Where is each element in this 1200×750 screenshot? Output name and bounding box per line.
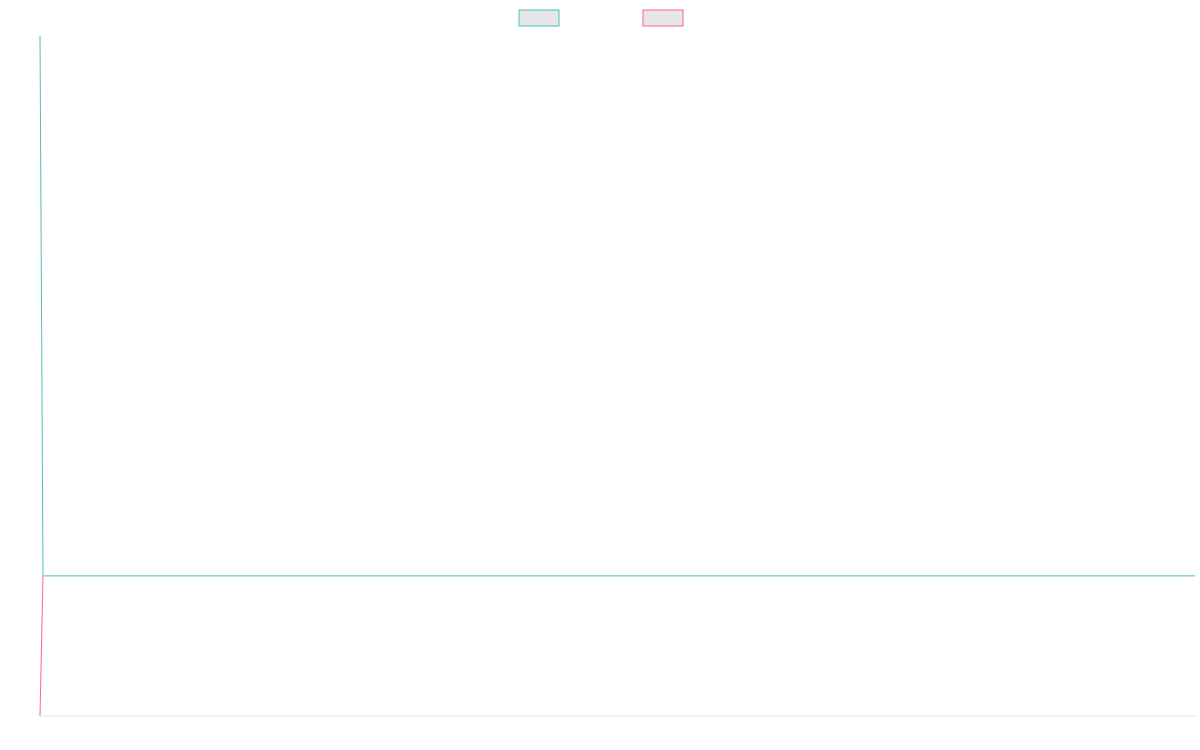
legend-swatch-2[interactable]: [642, 9, 684, 27]
legend-swatch-1[interactable]: [518, 9, 560, 27]
series-line-1: [39, 35, 1195, 577]
plot-area: [39, 35, 1195, 717]
series-line-2: [39, 575, 44, 717]
chart-legend[interactable]: [518, 9, 684, 27]
